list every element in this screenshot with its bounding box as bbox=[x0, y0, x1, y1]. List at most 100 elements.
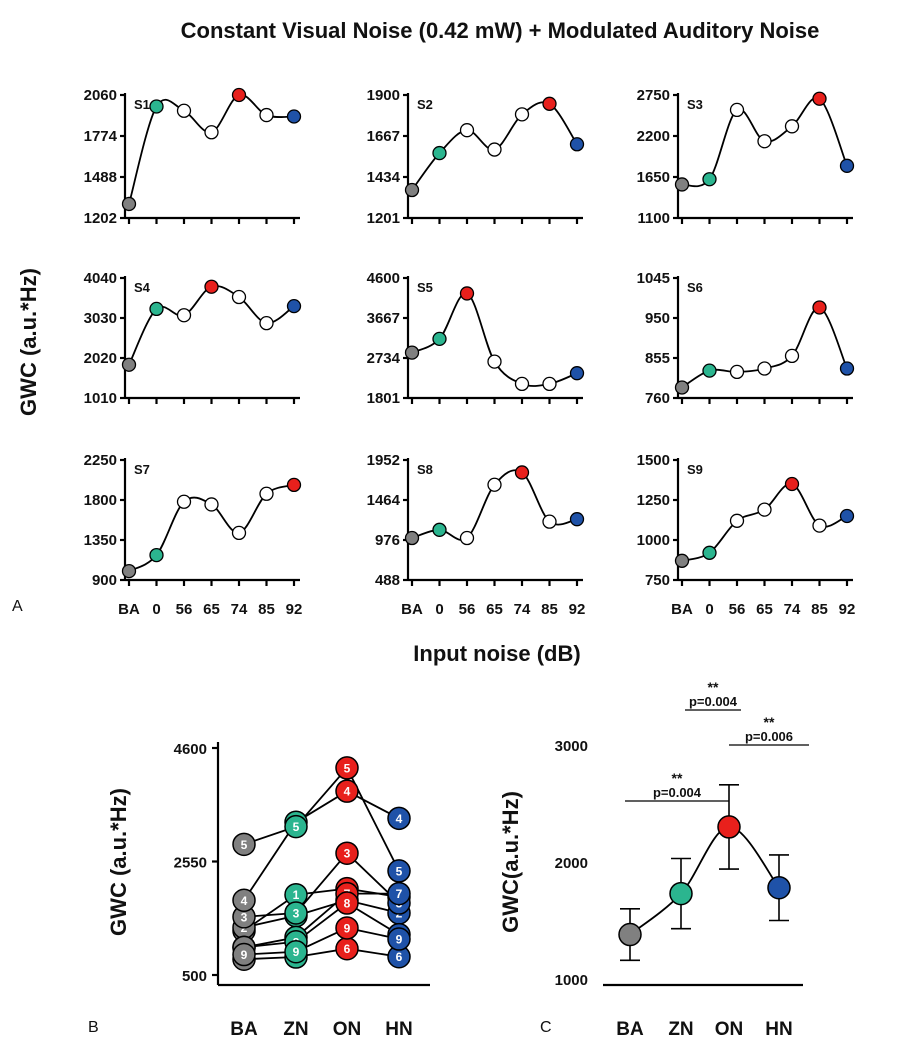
y-tick-label: 950 bbox=[645, 310, 670, 327]
subject-point bbox=[284, 814, 308, 839]
y-tick-label: 1464 bbox=[367, 492, 401, 509]
y-tick-label: 1900 bbox=[367, 87, 400, 104]
subject-plot-s4: 1010 2020 3030 4040 S4 bbox=[84, 270, 302, 407]
subject-number: 1 bbox=[293, 888, 300, 902]
subject-label: S9 bbox=[687, 462, 703, 477]
subject-line bbox=[243, 926, 400, 956]
data-point bbox=[569, 137, 585, 152]
subject-plot-s6: 760 855 950 1045 S6 bbox=[637, 270, 855, 407]
y-tick-label: 1667 bbox=[367, 128, 400, 145]
data-point bbox=[149, 301, 164, 317]
data-point bbox=[839, 508, 855, 524]
subject-number: 9 bbox=[293, 945, 300, 959]
data-point bbox=[812, 91, 827, 106]
panel-label-b: B bbox=[88, 1019, 99, 1036]
y-tick-label: 4600 bbox=[174, 741, 207, 758]
category-label: ON bbox=[715, 1019, 744, 1040]
data-point bbox=[259, 486, 274, 501]
data-point bbox=[702, 172, 717, 187]
category-label: ZN bbox=[283, 1019, 308, 1040]
subject-line bbox=[243, 899, 400, 929]
y-tick-label: 1010 bbox=[84, 390, 117, 407]
x-tick-label: 56 bbox=[176, 601, 193, 618]
data-point bbox=[487, 354, 502, 369]
data-point bbox=[286, 477, 302, 493]
y-tick-label: 2734 bbox=[367, 350, 401, 367]
data-point bbox=[784, 119, 800, 134]
data-point bbox=[757, 361, 772, 376]
y-tick-label: 1434 bbox=[367, 169, 401, 186]
data-point bbox=[514, 376, 530, 392]
subject-plot-s8: 488 976 1464 1952 BA 0 56 65 74 85 92 S8 bbox=[367, 452, 586, 618]
comparison-p-value: p=0.004 bbox=[689, 694, 738, 709]
x-tick-label: BA bbox=[401, 601, 423, 618]
category-label: HN bbox=[385, 1019, 412, 1040]
data-point bbox=[459, 123, 475, 138]
y-tick-label: 2200 bbox=[637, 128, 670, 145]
category-label: BA bbox=[616, 1019, 644, 1040]
data-point bbox=[674, 553, 690, 568]
panel-label-c: C bbox=[540, 1019, 552, 1036]
data-point bbox=[757, 134, 772, 149]
data-point bbox=[176, 103, 192, 118]
data-point bbox=[176, 308, 192, 323]
x-tick-label: BA bbox=[118, 601, 140, 618]
y-tick-label: 2250 bbox=[84, 452, 117, 469]
mean-point bbox=[767, 875, 791, 900]
subject-label: S2 bbox=[417, 97, 433, 112]
y-tick-label: 2020 bbox=[84, 350, 117, 367]
subject-label: S5 bbox=[417, 280, 433, 295]
x-tick-label: 0 bbox=[152, 601, 160, 618]
panel-a-subject-plots: 1202 1488 1774 2060 S1 1201 1434 1667 1900 S2 1100… bbox=[84, 87, 856, 618]
y-tick-label: 1774 bbox=[84, 128, 118, 145]
y-tick-label: 1488 bbox=[84, 169, 117, 186]
data-point bbox=[459, 286, 475, 301]
y-tick-label: 750 bbox=[645, 572, 670, 589]
data-point bbox=[729, 513, 745, 528]
data-point bbox=[542, 376, 557, 392]
data-point bbox=[674, 177, 690, 192]
data-point bbox=[231, 87, 247, 103]
data-point bbox=[784, 348, 800, 364]
subject-point bbox=[387, 927, 411, 951]
data-point bbox=[729, 364, 745, 380]
y-tick-label: 1650 bbox=[637, 169, 670, 186]
y-tick-label: 1202 bbox=[84, 210, 117, 227]
data-point bbox=[487, 477, 502, 492]
mean-curve bbox=[629, 825, 780, 936]
x-tick-label: 92 bbox=[569, 601, 586, 618]
data-point bbox=[149, 99, 164, 114]
subject-point bbox=[335, 916, 359, 940]
subject-number: 9 bbox=[344, 921, 351, 935]
data-point bbox=[121, 196, 137, 212]
data-point bbox=[121, 357, 137, 372]
panel-a-y-axis-label: GWC (a.u.*Hz) bbox=[16, 268, 41, 416]
x-tick-label: 74 bbox=[784, 601, 801, 618]
y-tick-label: 488 bbox=[375, 572, 400, 589]
data-point bbox=[404, 345, 420, 360]
y-tick-label: 1801 bbox=[367, 390, 400, 407]
subject-plot-s9: 750 1000 1250 1500 BA 0 56 65 74 85 92 S9 bbox=[637, 452, 856, 618]
mean-point bbox=[717, 815, 741, 839]
subject-plot-s1: 1202 1488 1774 2060 S1 bbox=[84, 87, 302, 227]
data-point bbox=[204, 497, 219, 512]
x-tick-label: 92 bbox=[286, 601, 303, 618]
data-point bbox=[839, 361, 855, 376]
y-tick-label: 2550 bbox=[174, 855, 207, 872]
data-point bbox=[487, 142, 502, 157]
y-tick-label: 1000 bbox=[637, 532, 670, 549]
panel-label-a: A bbox=[12, 598, 23, 615]
subject-label: S6 bbox=[687, 280, 703, 295]
comparison-stars: ** bbox=[708, 679, 719, 695]
x-tick-label: 65 bbox=[486, 601, 503, 618]
comparison-stars: ** bbox=[672, 770, 683, 786]
x-tick-label: 85 bbox=[541, 601, 558, 618]
y-tick-label: 900 bbox=[92, 572, 117, 589]
subject-point bbox=[232, 942, 256, 967]
subject-label: S7 bbox=[134, 462, 150, 477]
subject-plot-s3: 1100 1650 2200 2750 S3 bbox=[637, 87, 855, 227]
data-point bbox=[121, 563, 137, 579]
y-tick-label: 1500 bbox=[637, 452, 670, 469]
subject-point bbox=[284, 901, 308, 925]
